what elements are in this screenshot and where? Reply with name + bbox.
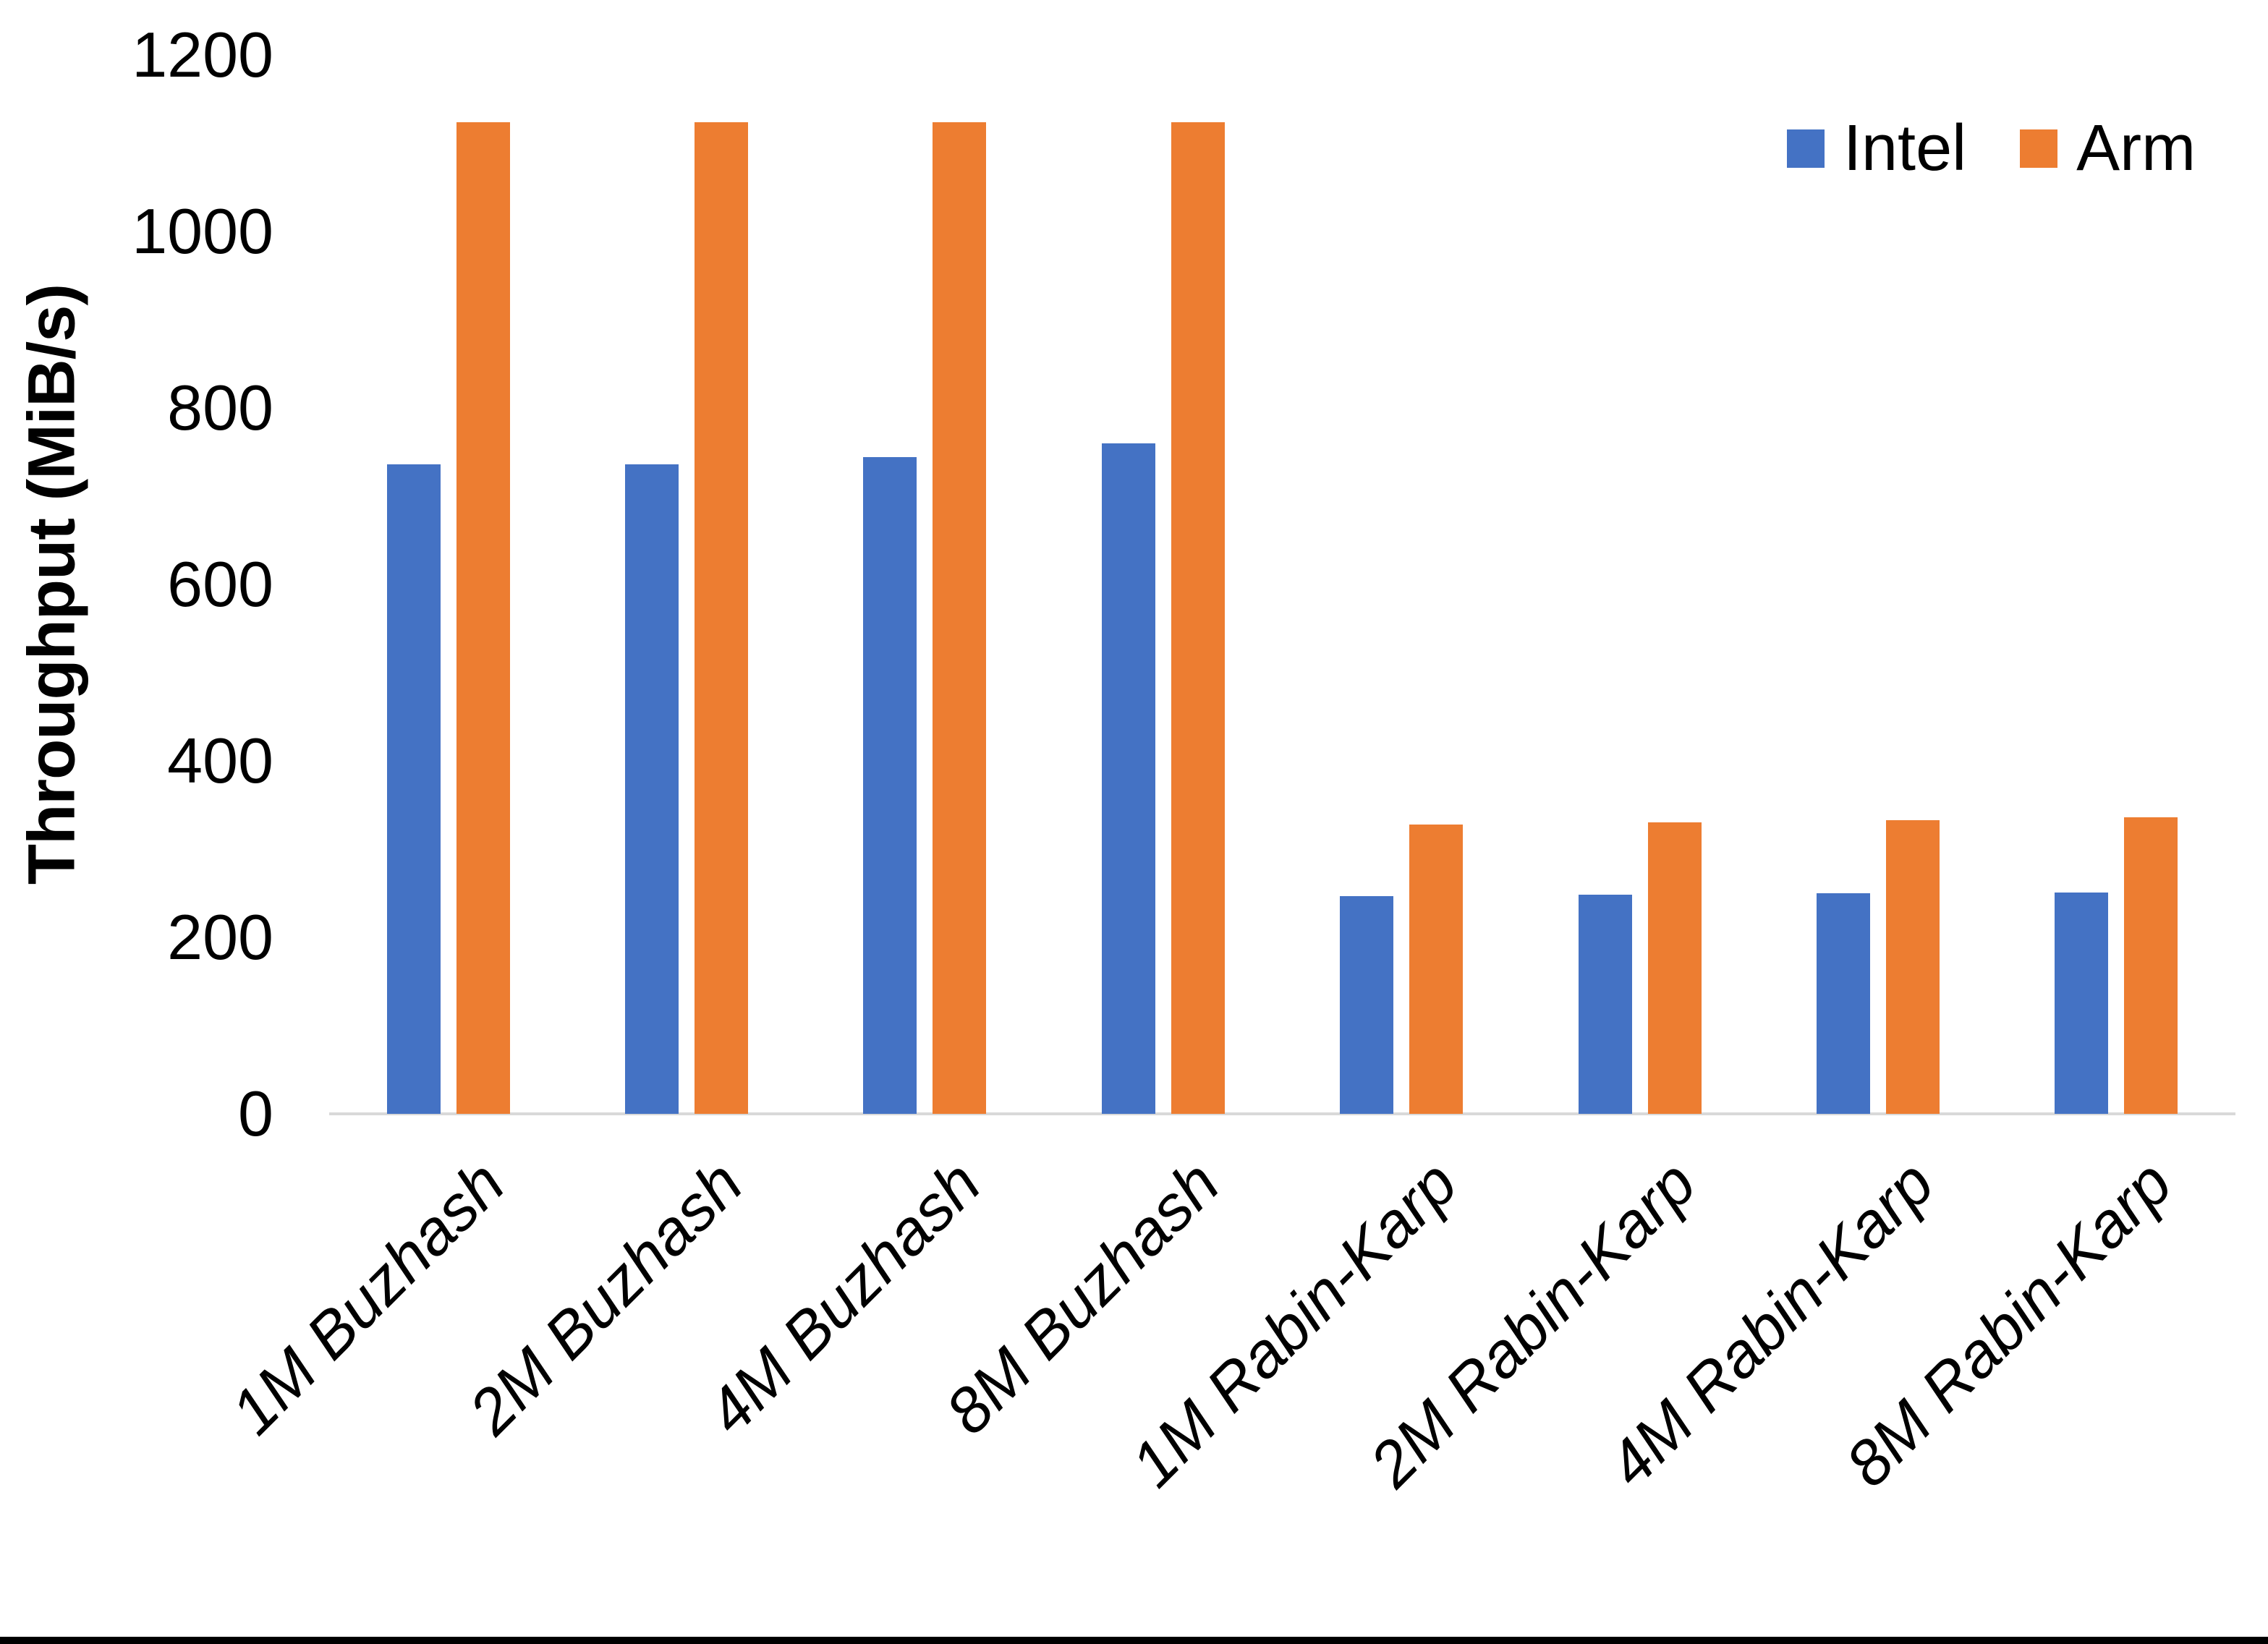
legend-label-arm: Arm xyxy=(2076,112,2196,184)
legend-swatch-intel xyxy=(1787,129,1825,168)
legend: Intel Arm xyxy=(1787,112,2196,184)
bar-intel-2m-rabin-karp xyxy=(1578,895,1632,1114)
x-axis-line xyxy=(329,1112,2235,1115)
legend-label-intel: Intel xyxy=(1843,112,1967,184)
bar-intel-4m-rabin-karp xyxy=(1816,893,1870,1114)
y-tick-1200: 1200 xyxy=(132,19,273,90)
bar-intel-8m-buzhash xyxy=(1101,443,1155,1114)
bar-arm-4m-rabin-karp xyxy=(1885,819,1940,1114)
y-tick-200: 200 xyxy=(167,901,273,973)
y-tick-400: 400 xyxy=(167,725,273,796)
y-tick-800: 800 xyxy=(167,372,273,443)
bar-arm-8m-rabin-karp xyxy=(2124,817,2178,1114)
bar-arm-2m-buzhash xyxy=(695,122,749,1114)
legend-entry-arm: Arm xyxy=(2020,112,2196,184)
legend-entry-intel: Intel xyxy=(1787,112,1966,184)
y-tick-1000: 1000 xyxy=(132,195,273,267)
bar-arm-1m-rabin-karp xyxy=(1409,824,1464,1114)
bar-intel-4m-buzhash xyxy=(863,457,917,1114)
legend-swatch-arm xyxy=(2020,129,2058,168)
bar-arm-4m-buzhash xyxy=(933,122,987,1114)
bar-arm-2m-rabin-karp xyxy=(1647,822,1702,1114)
bottom-border xyxy=(0,1637,2268,1644)
bar-arm-8m-buzhash xyxy=(1171,122,1225,1114)
bar-intel-8m-rabin-karp xyxy=(2055,892,2109,1114)
bar-intel-1m-buzhash xyxy=(386,464,441,1114)
y-tick-0: 0 xyxy=(238,1078,273,1149)
y-tick-600: 600 xyxy=(167,548,273,620)
bar-intel-2m-buzhash xyxy=(625,464,679,1114)
bar-arm-1m-buzhash xyxy=(456,122,510,1114)
bar-intel-1m-rabin-karp xyxy=(1340,895,1394,1114)
